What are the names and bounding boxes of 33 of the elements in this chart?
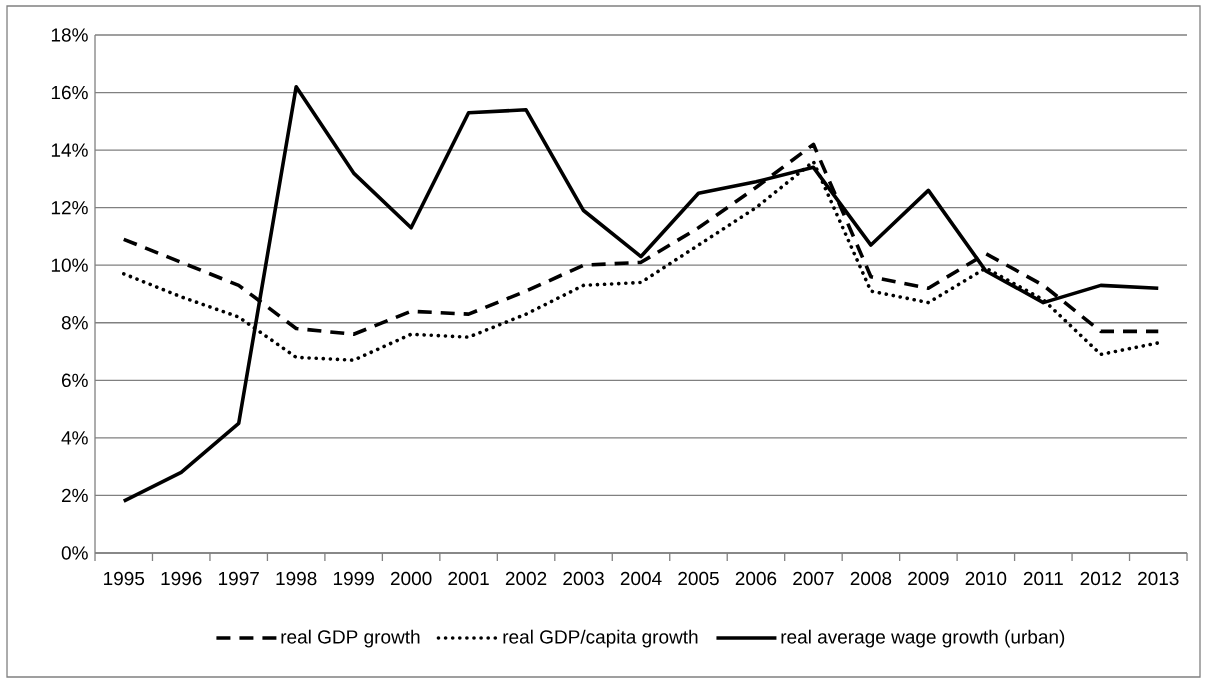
x-tick-label: 2013 [1138, 571, 1179, 586]
x-tick-label: 2001 [448, 571, 489, 586]
x-tick-label: 1999 [333, 571, 374, 586]
x-tick-label: 2005 [678, 571, 719, 586]
x-tick-label: 2012 [1080, 571, 1121, 586]
line-series [121, 84, 1161, 503]
legend-label: real GDP/capita growth [503, 629, 698, 648]
x-tick-label: 2008 [850, 571, 892, 586]
x-tick-label: 2000 [390, 571, 432, 586]
x-tick-label: 1995 [104, 571, 145, 586]
x-tick-label: 1998 [276, 571, 317, 586]
x-tick-label: 2004 [620, 571, 662, 586]
y-tick-label: 14% [51, 143, 88, 157]
y-tick-label: 4% [61, 431, 88, 445]
y-tick-label: 6% [61, 373, 88, 388]
x-tick-label: 2003 [563, 571, 604, 586]
y-tick-label: 10% [51, 258, 88, 272]
x-tick-label: 2006 [735, 571, 777, 586]
x-tick-label: 2002 [505, 571, 547, 586]
x-tick-label: 2007 [793, 571, 834, 586]
x-tick-label: 1997 [219, 571, 259, 586]
y-tick-label: 18% [51, 28, 88, 42]
x-tick-label: 2011 [1023, 571, 1063, 586]
x-tick-label: 2009 [908, 571, 949, 586]
legend-label: real average wage growth (urban) [781, 629, 1065, 648]
legend-label: real GDP growth [281, 629, 420, 648]
y-tick-label: 12% [51, 200, 88, 215]
x-tick-label: 1996 [161, 571, 202, 586]
x-tick-label: 2010 [965, 571, 1007, 586]
y-tick-label: 2% [61, 488, 88, 503]
y-tick-label: 0% [61, 546, 88, 560]
y-tick-label: 16% [51, 85, 88, 100]
y-tick-label: 8% [61, 316, 88, 330]
